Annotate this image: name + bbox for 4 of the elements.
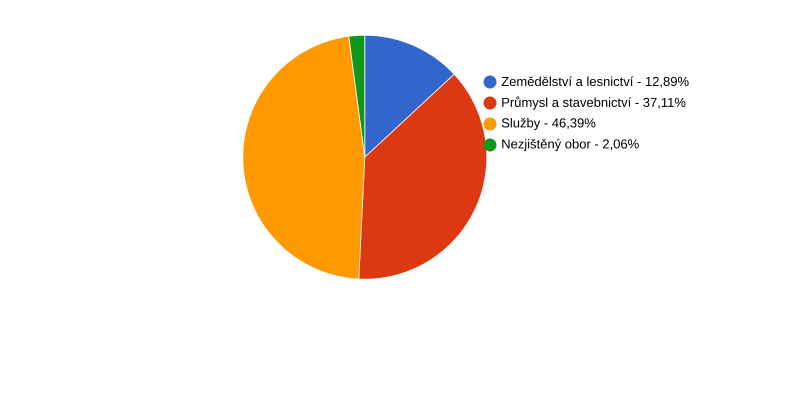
legend-label: Nezjištěný obor - 2,06% [502, 138, 639, 152]
legend-label: Průmysl a stavebnictví - 37,11% [502, 96, 686, 110]
legend-label: Zemědělství a lesnictví - 12,89% [502, 76, 689, 88]
legend-label: Služby - 46,39% [502, 118, 596, 130]
